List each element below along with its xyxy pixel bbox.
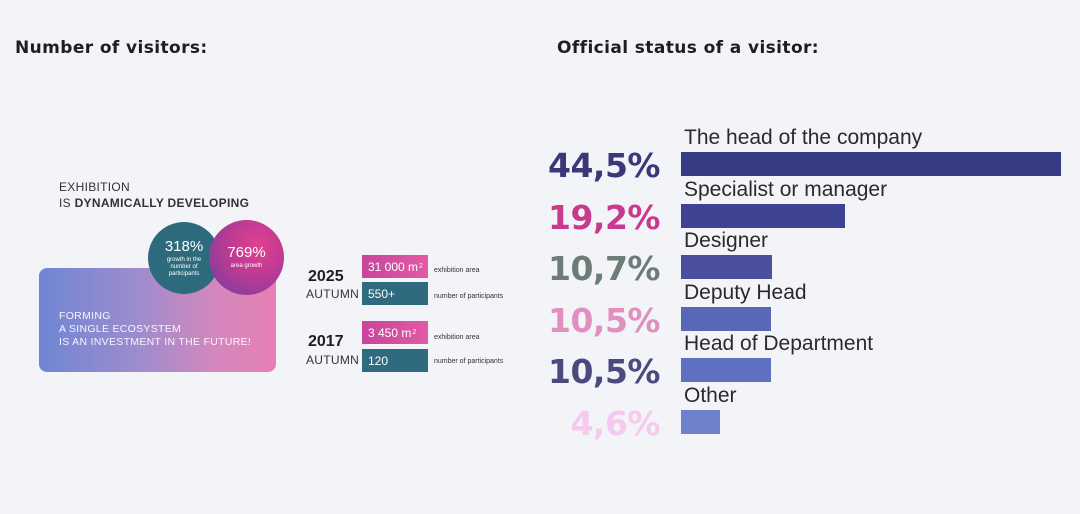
exhibition-area-label: exhibition area [434, 334, 480, 341]
category-label: Specialist or manager [684, 177, 888, 201]
season-label: AUTUMN [306, 353, 360, 367]
value-label: 19,2% [548, 197, 661, 237]
year-label: 2017 [308, 333, 344, 350]
ecosystem-text-line: FORMING [59, 310, 111, 322]
value-label: 10,5% [548, 352, 661, 391]
category-label: Designer [684, 229, 769, 252]
exhibition-area-label: exhibition area [434, 267, 480, 274]
area-unit-superscript: 2 [412, 329, 417, 336]
category-label: Head of Department [684, 332, 874, 355]
value-label: 4,6% [570, 403, 660, 443]
participants-value: 550+ [368, 286, 396, 301]
bar-4 [681, 358, 771, 382]
participants-growth-caption: growth in the number of participants [166, 256, 202, 277]
bar-3 [681, 306, 771, 331]
chart-title: Official status of a visitor: [557, 38, 820, 58]
area-unit-superscript: 2 [419, 263, 423, 270]
bar-0 [681, 152, 1061, 176]
ecosystem-text: FORMING A SINGLE ECOSYSTEM IS AN INVESTM… [59, 310, 251, 349]
exhibition-heading-bold: DYNAMICALLY DEVELOPING [74, 196, 250, 210]
participants-label: number of participants [434, 358, 504, 365]
bar-1 [681, 203, 845, 228]
exhibition-area-value: 31 000 m [368, 259, 419, 274]
exhibition-area-value: 3 450 m [368, 325, 412, 340]
area-growth-caption: area growth [230, 263, 263, 269]
bar-2 [681, 255, 772, 279]
exhibition-heading-prefix: IS [59, 196, 71, 210]
value-label: 44,5% [548, 146, 661, 185]
season-label: AUTUMN [306, 287, 360, 301]
category-label: Deputy Head [684, 280, 807, 304]
category-label: Other [684, 383, 737, 407]
category-label: The head of the company [684, 126, 923, 149]
year-label: 2025 [308, 268, 344, 285]
exhibition-heading-line2: IS DYNAMICALLY DEVELOPING [59, 196, 249, 210]
left-section-title: Number of visitors: [15, 38, 208, 58]
participants-growth-circle: 318% growth in the number of participant… [148, 222, 220, 294]
participants-box: 120 [362, 349, 428, 372]
bar-5 [681, 409, 720, 434]
participants-value: 120 [368, 353, 389, 368]
area-growth-value: 769% [227, 244, 266, 261]
participants-label: number of participants [434, 293, 504, 300]
ecosystem-text-line: IS AN INVESTMENT IN THE FUTURE! [59, 336, 252, 348]
value-label: 10,5% [548, 300, 661, 340]
participants-box: 550+ [362, 282, 428, 305]
ecosystem-text-line: A SINGLE ECOSYSTEM [59, 323, 182, 335]
participants-growth-value: 318% [164, 237, 204, 255]
area-growth-circle: 769% area growth [209, 220, 284, 295]
value-label: 10,7% [548, 249, 661, 288]
exhibition-heading-line1: EXHIBITION [59, 180, 131, 194]
